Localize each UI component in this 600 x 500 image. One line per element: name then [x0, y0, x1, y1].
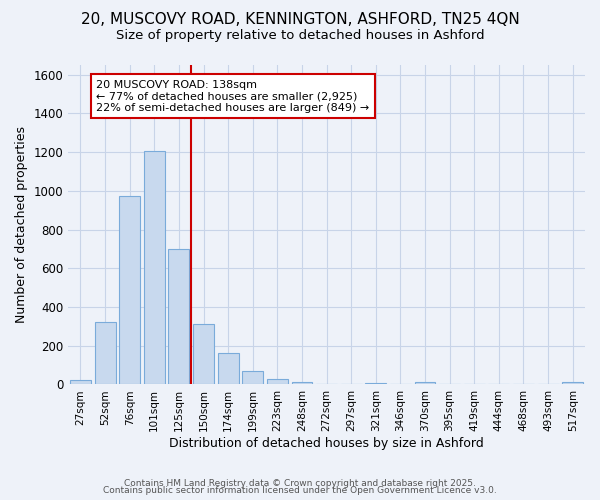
Bar — [267, 378, 288, 384]
Bar — [218, 354, 239, 384]
Y-axis label: Number of detached properties: Number of detached properties — [15, 126, 28, 323]
Bar — [562, 382, 583, 384]
Bar — [169, 249, 190, 384]
Bar — [193, 324, 214, 384]
Text: Contains public sector information licensed under the Open Government Licence v3: Contains public sector information licen… — [103, 486, 497, 495]
Bar — [365, 382, 386, 384]
Bar — [144, 151, 165, 384]
Text: 20 MUSCOVY ROAD: 138sqm
← 77% of detached houses are smaller (2,925)
22% of semi: 20 MUSCOVY ROAD: 138sqm ← 77% of detache… — [97, 80, 370, 112]
Text: Contains HM Land Registry data © Crown copyright and database right 2025.: Contains HM Land Registry data © Crown c… — [124, 478, 476, 488]
Bar — [119, 196, 140, 384]
Bar — [95, 322, 116, 384]
Bar — [242, 371, 263, 384]
Bar — [415, 382, 436, 384]
Text: Size of property relative to detached houses in Ashford: Size of property relative to detached ho… — [116, 28, 484, 42]
Text: 20, MUSCOVY ROAD, KENNINGTON, ASHFORD, TN25 4QN: 20, MUSCOVY ROAD, KENNINGTON, ASHFORD, T… — [80, 12, 520, 28]
Bar — [70, 380, 91, 384]
X-axis label: Distribution of detached houses by size in Ashford: Distribution of detached houses by size … — [169, 437, 484, 450]
Bar — [292, 382, 313, 384]
